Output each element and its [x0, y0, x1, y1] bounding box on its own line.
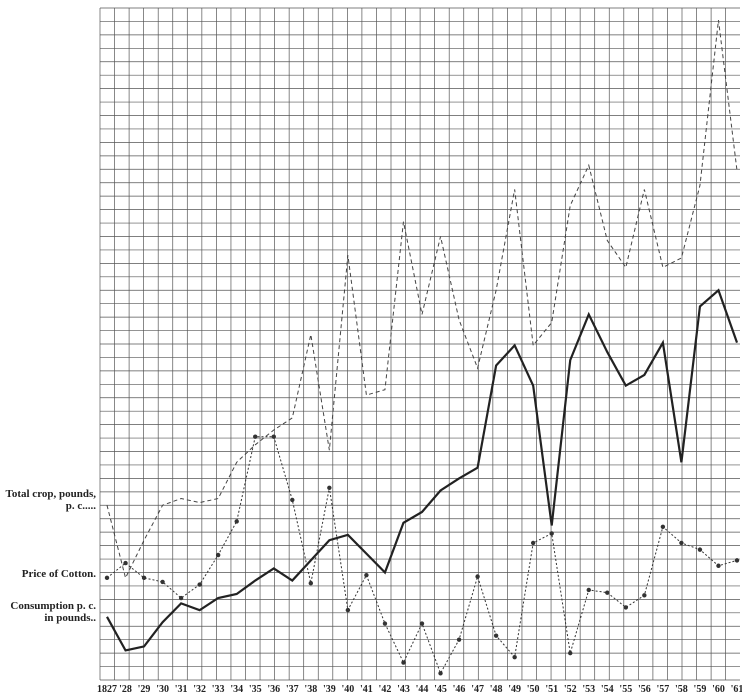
series-label: Price of Cotton. [21, 568, 96, 580]
x-tick-label: '30 [156, 684, 169, 695]
x-tick-label: '50 [527, 684, 540, 695]
point [734, 558, 740, 563]
point [345, 607, 351, 613]
point [401, 660, 406, 665]
x-tick-label: 1827 [97, 684, 117, 695]
point [160, 579, 165, 585]
x-tick-label: '55 [619, 684, 632, 695]
x-tick-label: '46 [453, 684, 466, 695]
x-tick-label: '33 [212, 684, 225, 695]
point [568, 650, 573, 656]
point [438, 671, 443, 676]
point [419, 621, 425, 626]
x-tick-label: '60 [712, 684, 725, 695]
x-tick-label: '39 [323, 684, 336, 695]
x-tick-label: '29 [138, 684, 151, 695]
point [123, 560, 128, 566]
series-line [106, 288, 739, 652]
point [104, 575, 110, 581]
point [234, 519, 239, 524]
point [253, 434, 258, 439]
x-tick-label: '59 [694, 684, 707, 695]
point [660, 524, 666, 529]
series-label: Consumption p. c. in pounds.. [10, 600, 96, 624]
point [215, 552, 221, 558]
x-tick-label: '34 [230, 684, 243, 695]
x-tick-label: '40 [341, 684, 354, 695]
point [679, 540, 684, 546]
x-tick-label: '61 [731, 684, 742, 695]
x-tick-label: '38 [304, 684, 317, 695]
point [586, 587, 591, 593]
point [197, 582, 202, 587]
point [456, 637, 462, 642]
x-tick-label: '35 [249, 684, 262, 695]
x-tick-label: '52 [564, 684, 577, 695]
x-tick-label: '47 [471, 684, 484, 695]
x-tick-label: '36 [267, 684, 280, 695]
point [290, 497, 295, 503]
x-tick-label: '54 [601, 684, 614, 695]
point [549, 531, 554, 536]
x-tick-label: '44 [416, 684, 429, 695]
point [141, 575, 147, 581]
point [716, 563, 721, 568]
x-tick-label: '53 [582, 684, 595, 695]
x-tick-label: '58 [675, 684, 688, 695]
x-tick-label: '37 [286, 684, 299, 695]
point [308, 581, 314, 586]
series-line [106, 20, 738, 580]
point [271, 434, 276, 439]
x-tick-label: '48 [490, 684, 503, 695]
series-line [106, 436, 738, 675]
x-tick-label: '43 [397, 684, 410, 695]
point [530, 540, 536, 546]
point [642, 593, 647, 598]
point [382, 621, 388, 626]
x-tick-label: '41 [360, 684, 373, 695]
point [178, 595, 184, 601]
point [512, 654, 517, 660]
point [364, 572, 369, 578]
x-tick-label: '28 [119, 684, 132, 695]
x-tick-label: '32 [193, 684, 206, 695]
point [697, 547, 703, 552]
x-tick-label: '57 [656, 684, 669, 695]
point [605, 590, 610, 595]
x-tick-label: '31 [175, 684, 188, 695]
x-tick-label: '42 [379, 684, 392, 695]
point [327, 485, 332, 491]
x-tick-label: '56 [638, 684, 651, 695]
point [493, 633, 499, 638]
point [475, 574, 480, 579]
point [623, 605, 629, 610]
series-label: Total crop, pounds, p. c..... [5, 488, 96, 512]
x-tick-label: '45 [434, 684, 447, 695]
x-tick-label: '49 [508, 684, 521, 695]
x-tick-label: '51 [545, 684, 558, 695]
